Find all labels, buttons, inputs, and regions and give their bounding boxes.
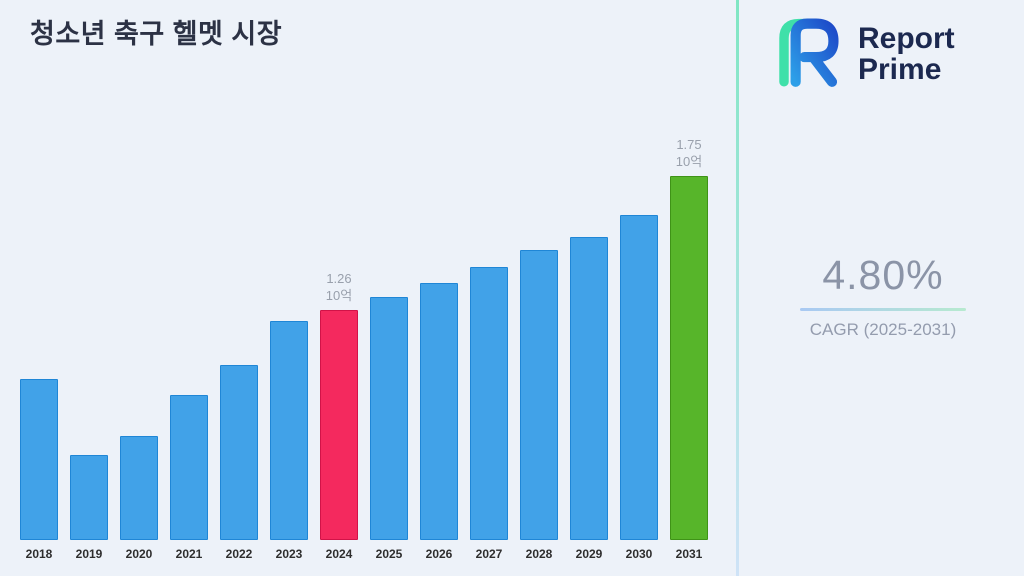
bar-2029 xyxy=(570,237,608,540)
bar-column: 2019 xyxy=(70,455,108,562)
cagr-underline-divider xyxy=(800,308,966,311)
bar-column: 2029 xyxy=(570,237,608,562)
bar-column: 2022 xyxy=(220,365,258,562)
report-prime-logo-icon xyxy=(768,10,848,99)
bar-column: 2020 xyxy=(120,436,158,562)
x-axis-label: 2021 xyxy=(175,547,203,561)
x-axis-label: 2019 xyxy=(75,547,103,561)
cagr-value: 4.80% xyxy=(822,252,944,298)
bar-column: 2021 xyxy=(170,395,208,562)
logo-word-prime: Prime xyxy=(858,52,942,86)
report-prime-logo: Report Prime xyxy=(768,10,955,99)
x-axis-label: 2025 xyxy=(375,547,403,561)
bar-2027 xyxy=(470,267,508,540)
bar-2020 xyxy=(120,436,158,540)
bar-column: 1.75 10억 2031 xyxy=(670,137,708,562)
x-axis-label: 2020 xyxy=(125,547,153,561)
x-axis-label: 2022 xyxy=(225,547,253,561)
logo-wordmark: Report Prime xyxy=(858,21,955,86)
bar-value-label: 1.26 10억 xyxy=(325,271,353,304)
x-axis-label: 2031 xyxy=(675,547,703,561)
cagr-label: CAGR (2025-2031) xyxy=(809,320,957,339)
x-axis-label: 2029 xyxy=(575,547,603,561)
bar-2030 xyxy=(620,215,658,540)
bar-2019 xyxy=(70,455,108,540)
bar-column: 2028 xyxy=(520,250,558,562)
bar-2026 xyxy=(420,283,458,540)
bar-column: 2027 xyxy=(470,267,508,562)
vertical-divider xyxy=(736,0,739,576)
x-axis-label: 2027 xyxy=(475,547,503,561)
bar-2021 xyxy=(170,395,208,540)
chart-title: 청소년 축구 헬멧 시장 xyxy=(30,19,283,49)
bar-column: 1.26 10억 2024 xyxy=(320,271,358,562)
bar-column: 2030 xyxy=(620,215,658,562)
bar-2025 xyxy=(370,297,408,540)
bar-2023 xyxy=(270,321,308,540)
bar-column: 2026 xyxy=(420,283,458,562)
bar-2028 xyxy=(520,250,558,540)
x-axis-label: 2023 xyxy=(275,547,303,561)
bar-2024 xyxy=(320,310,358,540)
bar-column: 2018 xyxy=(20,379,58,562)
x-axis-label: 2024 xyxy=(325,547,353,561)
x-axis-label: 2018 xyxy=(25,547,53,561)
bar-2018 xyxy=(20,379,58,540)
x-axis-label: 2028 xyxy=(525,547,553,561)
x-axis-label: 2026 xyxy=(425,547,453,561)
bar-2031 xyxy=(670,176,708,540)
bar-2022 xyxy=(220,365,258,540)
cagr-block: 4.80% CAGR (2025-2031) xyxy=(752,252,1014,340)
bar-value-label: 1.75 10억 xyxy=(675,137,703,170)
bar-column: 2025 xyxy=(370,297,408,562)
logo-word-report: Report xyxy=(858,21,955,55)
bar-plot: 2018 2019 2020 2021 2022 2023 1.26 10억 2024 2025 2… xyxy=(20,137,708,562)
bar-column: 2023 xyxy=(270,321,308,562)
x-axis-label: 2030 xyxy=(625,547,653,561)
